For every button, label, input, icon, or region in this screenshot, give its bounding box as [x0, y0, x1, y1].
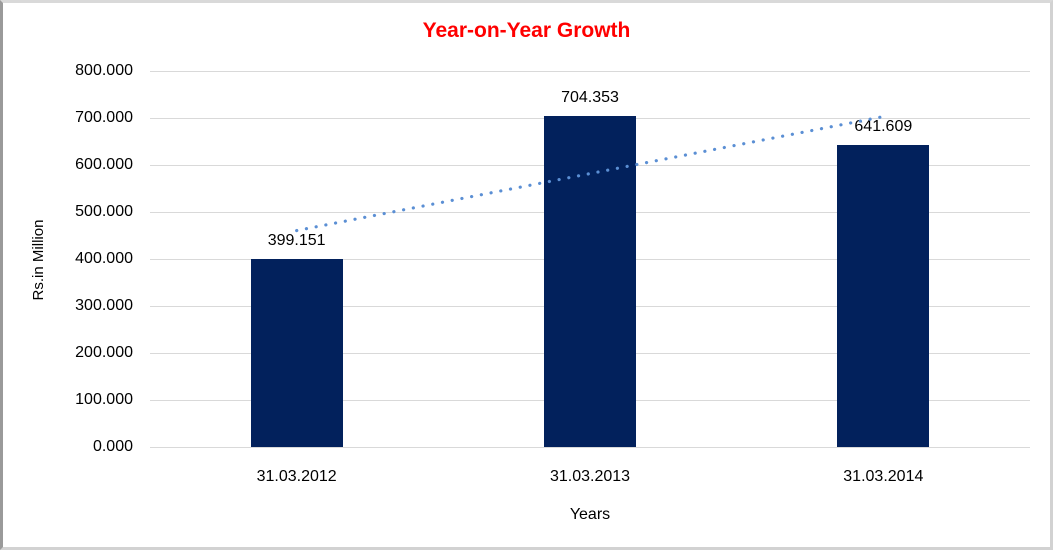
y-tick-label: 700.000 [75, 109, 133, 126]
y-tick-label: 400.000 [75, 250, 133, 267]
bar-31.03.2012[interactable] [250, 259, 343, 447]
y-tick-label: 600.000 [75, 156, 133, 173]
gridline [150, 71, 1030, 72]
x-axis-title: Years [569, 506, 611, 523]
x-tick-label: 31.03.2014 [843, 468, 924, 485]
bar-value-label: 704.353 [561, 88, 619, 106]
y-tick-label: 200.000 [75, 344, 133, 361]
x-tick-label: 31.03.2013 [549, 468, 631, 485]
y-tick-label: 800.000 [75, 62, 133, 79]
bar-31.03.2013[interactable] [544, 115, 636, 447]
y-tick-label: 0.000 [92, 438, 133, 455]
x-tick-label: 31.03.2012 [256, 468, 337, 485]
y-tick-label: 100.000 [75, 391, 133, 408]
gridline [150, 447, 1030, 448]
y-tick-label: 300.000 [75, 297, 133, 314]
chart-title: Year-on-Year Growth [422, 19, 631, 42]
bar-value-label: 641.609 [854, 118, 913, 136]
y-tick-label: 500.000 [75, 203, 133, 220]
bar-value-label: 399.151 [267, 232, 326, 250]
bar-31.03.2014[interactable] [837, 145, 930, 447]
